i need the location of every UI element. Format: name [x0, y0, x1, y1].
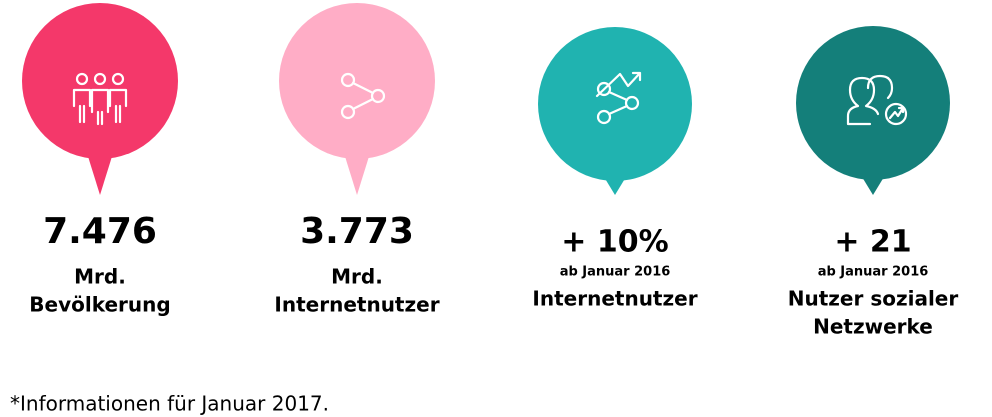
stat-value: + 21 — [834, 225, 911, 260]
stat-label: Mrd. — [331, 265, 383, 289]
pin-growth — [538, 27, 692, 195]
stat-label: Internetnutzer — [274, 293, 439, 317]
pin-population — [22, 3, 178, 195]
stat-note: ab Januar 2016 — [560, 265, 671, 280]
stat-label: Nutzer sozialer — [788, 287, 959, 311]
footnote: *Informationen für Januar 2017. — [10, 392, 329, 416]
stat-label: Bevölkerung — [29, 293, 170, 317]
pin-internet-users — [279, 3, 435, 195]
stat-note: ab Januar 2016 — [818, 265, 929, 280]
stat-label: Netzwerke — [813, 315, 933, 339]
stat-value: 3.773 — [300, 211, 414, 252]
pin-social — [796, 26, 950, 195]
stat-label: Mrd. — [74, 265, 126, 289]
stat-value: + 10% — [561, 225, 668, 260]
stat-value: 7.476 — [43, 211, 157, 252]
stat-label: Internetnutzer — [532, 287, 697, 311]
